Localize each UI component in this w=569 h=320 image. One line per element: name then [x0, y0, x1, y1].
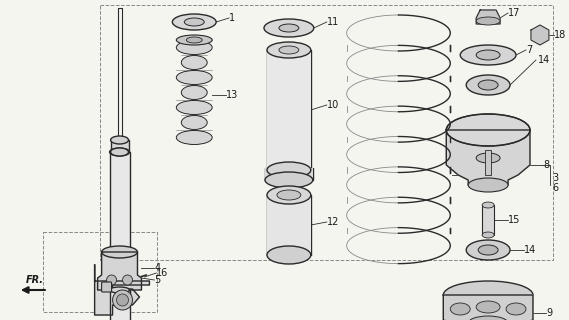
Text: 5: 5 [154, 275, 160, 285]
Bar [110, 140, 129, 152]
Bar [265, 168, 313, 180]
Ellipse shape [443, 281, 533, 309]
Polygon shape [531, 25, 549, 45]
Polygon shape [443, 295, 533, 320]
Ellipse shape [176, 70, 212, 84]
Ellipse shape [450, 303, 470, 315]
Text: 7: 7 [526, 45, 532, 55]
Text: 14: 14 [524, 245, 536, 255]
Text: 12: 12 [327, 217, 339, 227]
Ellipse shape [460, 45, 516, 65]
Text: 8: 8 [543, 160, 549, 170]
Ellipse shape [182, 116, 207, 130]
Polygon shape [446, 130, 530, 185]
Ellipse shape [476, 17, 500, 25]
Text: 2: 2 [468, 170, 475, 180]
Ellipse shape [106, 275, 117, 285]
Ellipse shape [184, 18, 204, 26]
Text: 3: 3 [552, 173, 558, 183]
Ellipse shape [265, 172, 313, 188]
Bar [267, 195, 311, 255]
Ellipse shape [482, 202, 494, 208]
Ellipse shape [267, 42, 311, 58]
Bar [485, 150, 491, 175]
Bar [100, 5, 553, 260]
Text: 17: 17 [508, 8, 521, 18]
Bar [110, 152, 130, 252]
Text: 11: 11 [327, 17, 339, 27]
Ellipse shape [176, 100, 212, 115]
Bar [43, 232, 158, 312]
Ellipse shape [102, 246, 138, 258]
Bar [267, 50, 311, 170]
Ellipse shape [182, 55, 207, 69]
Ellipse shape [446, 114, 530, 146]
Ellipse shape [478, 80, 498, 90]
Ellipse shape [110, 148, 130, 156]
Text: 1: 1 [229, 13, 235, 23]
Ellipse shape [506, 303, 526, 315]
Text: 10: 10 [327, 100, 339, 110]
Ellipse shape [176, 41, 212, 54]
Text: 14: 14 [538, 55, 550, 65]
Ellipse shape [267, 246, 311, 264]
Ellipse shape [267, 162, 311, 178]
Ellipse shape [468, 316, 508, 320]
Ellipse shape [478, 245, 498, 255]
Ellipse shape [110, 148, 129, 156]
Ellipse shape [277, 190, 301, 200]
Ellipse shape [110, 136, 129, 144]
Text: FR.: FR. [26, 275, 44, 285]
Ellipse shape [476, 153, 500, 163]
Ellipse shape [186, 37, 202, 43]
Ellipse shape [482, 232, 494, 238]
Ellipse shape [110, 248, 130, 256]
Polygon shape [94, 265, 150, 315]
Text: 13: 13 [226, 90, 238, 100]
Text: 4: 4 [154, 263, 160, 273]
Text: 6: 6 [552, 183, 558, 193]
Ellipse shape [466, 240, 510, 260]
Bar [110, 290, 130, 320]
Text: 16: 16 [156, 268, 168, 278]
Ellipse shape [264, 19, 314, 37]
Ellipse shape [110, 287, 130, 293]
Ellipse shape [476, 301, 500, 313]
Ellipse shape [117, 294, 129, 306]
Ellipse shape [176, 35, 212, 45]
Ellipse shape [279, 24, 299, 32]
Text: 15: 15 [508, 215, 521, 225]
Polygon shape [476, 10, 500, 24]
Ellipse shape [476, 50, 500, 60]
Text: 18: 18 [554, 30, 566, 40]
Ellipse shape [122, 275, 133, 285]
Ellipse shape [176, 131, 212, 145]
Ellipse shape [182, 85, 207, 100]
Bar [482, 205, 494, 235]
Ellipse shape [466, 75, 510, 95]
Ellipse shape [267, 186, 311, 204]
Text: 9: 9 [546, 308, 552, 318]
Ellipse shape [468, 178, 508, 192]
Ellipse shape [172, 14, 216, 30]
Ellipse shape [279, 46, 299, 54]
FancyBboxPatch shape [102, 282, 112, 292]
Ellipse shape [113, 290, 133, 310]
Polygon shape [98, 252, 142, 290]
